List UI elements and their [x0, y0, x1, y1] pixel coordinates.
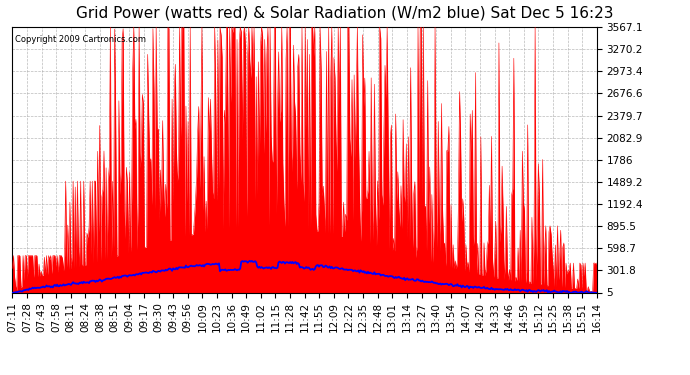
- Text: Copyright 2009 Cartronics.com: Copyright 2009 Cartronics.com: [15, 35, 146, 44]
- Text: Grid Power (watts red) & Solar Radiation (W/m2 blue) Sat Dec 5 16:23: Grid Power (watts red) & Solar Radiation…: [77, 6, 613, 21]
